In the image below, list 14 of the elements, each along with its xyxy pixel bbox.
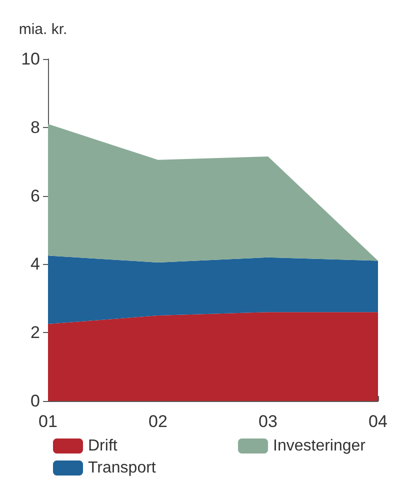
legend-label: Transport	[88, 460, 156, 476]
x-tick-label: 02	[148, 412, 168, 431]
y-tick-label: 0	[30, 392, 40, 410]
x-tick-label: 04	[368, 412, 388, 431]
y-tick-label: 6	[30, 186, 40, 206]
y-tick-label: 4	[30, 254, 40, 274]
y-tick-label: 2	[30, 323, 40, 342]
x-tick-label: 03	[258, 412, 278, 431]
legend-label: Drift	[88, 438, 118, 454]
y-tick-label: 10	[21, 50, 40, 68]
y-axis-title: mia. kr.	[18, 21, 68, 38]
x-tick-label: 01	[38, 412, 58, 431]
y-tick-label: 8	[30, 118, 40, 137]
legend-label: Investeringer	[273, 438, 366, 454]
